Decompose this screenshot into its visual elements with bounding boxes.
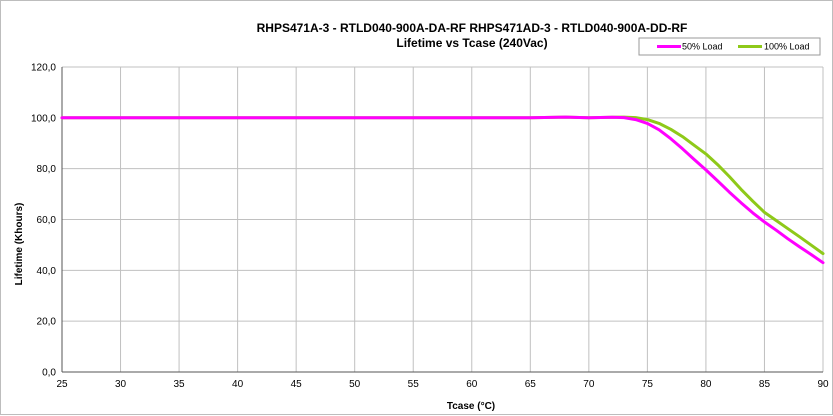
y-tick-label-0,0: 0,0 xyxy=(42,368,56,379)
series-lines xyxy=(60,115,825,265)
x-tick-label-35: 35 xyxy=(174,379,186,390)
legend-label-50-load: 50% Load xyxy=(682,42,723,52)
x-tick-label-60: 60 xyxy=(466,379,478,390)
legend-label-100-load: 100% Load xyxy=(764,42,810,52)
y-axis-title: Lifetime (Khours) xyxy=(14,203,25,286)
legend: 50% Load 100% Load xyxy=(638,37,821,56)
grid xyxy=(61,66,824,373)
x-tick-label-85: 85 xyxy=(759,379,771,390)
x-tick-label-50: 50 xyxy=(349,379,361,390)
y-tick-label-40,0: 40,0 xyxy=(37,266,57,277)
y-tick-label-120,0: 120,0 xyxy=(31,63,56,74)
x-tick-label-65: 65 xyxy=(525,379,537,390)
y-tick-label-20,0: 20,0 xyxy=(37,317,57,328)
tick-labels: 25 30 35 40 45 50 55 60 65 70 75 80 85 90 0,0 20,0 40,0 6… xyxy=(31,63,829,391)
y-tick-label-100,0: 100,0 xyxy=(31,113,56,124)
series-line-100-load xyxy=(60,115,825,256)
x-tick-label-25: 25 xyxy=(56,379,68,390)
x-tick-label-40: 40 xyxy=(232,379,244,390)
x-tick-label-70: 70 xyxy=(583,379,595,390)
chart-title: RHPS471A-3 - RTLD040-900A-DA-RF RHPS471A… xyxy=(257,21,688,35)
x-axis-title: Tcase (°C) xyxy=(447,401,495,412)
legend-box xyxy=(638,37,821,56)
x-tick-label-45: 45 xyxy=(291,379,303,390)
x-tick-label-55: 55 xyxy=(408,379,420,390)
x-tick-label-90: 90 xyxy=(817,379,829,390)
x-tick-label-30: 30 xyxy=(115,379,127,390)
x-tick-label-75: 75 xyxy=(642,379,654,390)
y-tick-label-80,0: 80,0 xyxy=(37,164,57,175)
series-line-50-load xyxy=(60,115,825,265)
chart-subtitle: Lifetime vs Tcase (240Vac) xyxy=(396,36,547,50)
x-tick-label-80: 80 xyxy=(700,379,712,390)
y-tick-label-60,0: 60,0 xyxy=(37,215,57,226)
